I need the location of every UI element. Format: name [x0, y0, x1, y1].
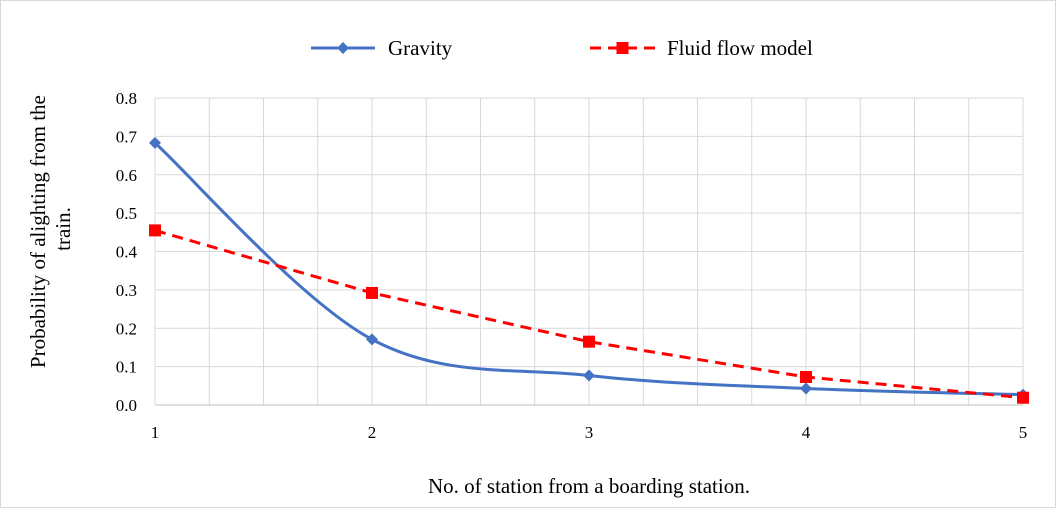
data-point-fluid-flow-model [583, 335, 595, 348]
y-tick-label: 0.8 [116, 89, 137, 108]
series-group [149, 136, 1029, 404]
data-point-fluid-flow-model [149, 224, 161, 237]
data-point-fluid-flow-model [366, 286, 378, 299]
legend-label-fluid-flow-model: Fluid flow model [667, 36, 813, 60]
y-tick-label: 0.6 [116, 166, 137, 185]
data-point-gravity [366, 333, 378, 346]
y-tick-label: 0.4 [116, 243, 138, 262]
y-axis-ticks: 0.0 0.1 0.2 0.3 0.4 0.5 0.6 0.7 0.8 [116, 89, 138, 415]
legend-marker-fluid-flow-model [616, 42, 629, 54]
series-fluid-flow-model [149, 224, 1029, 404]
series-line-fluid-flow-model [154, 228, 1024, 400]
x-axis-title: No. of station from a boarding station. [428, 474, 750, 498]
y-tick-label: 0.1 [116, 358, 137, 377]
y-axis-title-line-2: train. [51, 207, 75, 251]
y-axis-title-line-1: Probability of alighting from the [26, 95, 50, 368]
data-point-gravity [583, 369, 595, 382]
y-tick-label: 0.3 [116, 281, 137, 300]
x-tick-label: 4 [802, 423, 811, 442]
data-point-gravity [149, 136, 161, 149]
x-tick-label: 2 [368, 423, 377, 442]
y-tick-label: 0.5 [116, 204, 137, 223]
x-tick-label: 5 [1019, 423, 1028, 442]
y-tick-label: 0.0 [116, 396, 137, 415]
x-axis-ticks: 1 2 3 4 5 [151, 423, 1028, 442]
legend-label-gravity: Gravity [388, 36, 453, 60]
y-tick-label: 0.7 [116, 127, 138, 146]
legend-marker-gravity [337, 42, 349, 54]
grid-lines [154, 97, 1024, 406]
legend: Gravity Fluid flow model [311, 36, 813, 60]
data-point-gravity [800, 382, 812, 395]
x-tick-label: 3 [585, 423, 594, 442]
y-tick-label: 0.2 [116, 319, 137, 338]
data-point-fluid-flow-model [1017, 391, 1029, 404]
data-point-fluid-flow-model [800, 370, 812, 383]
x-tick-label: 1 [151, 423, 160, 442]
y-axis-title: Probability of alighting from the train. [26, 90, 75, 368]
